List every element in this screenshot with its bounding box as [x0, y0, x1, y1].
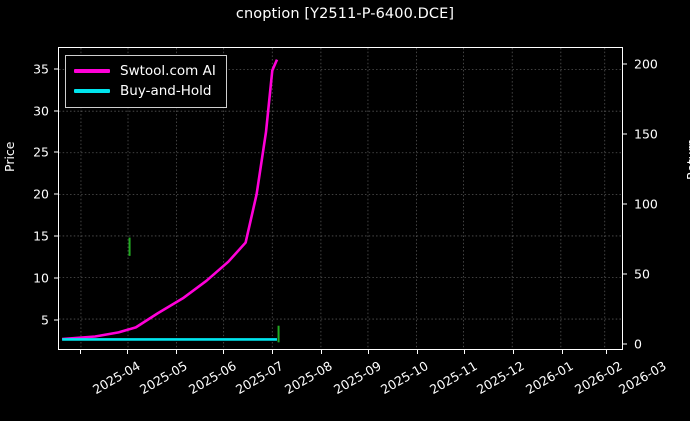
- x-tick-mark: [464, 350, 466, 354]
- legend-swatch-swtool: [74, 69, 110, 73]
- x-tick-mark: [127, 350, 129, 354]
- y-tick-mark-right: [623, 133, 627, 135]
- y-tick-label-right: 50: [634, 266, 650, 282]
- y-tick-mark-left: [54, 277, 58, 279]
- x-tick-mark: [605, 350, 607, 354]
- y-tick-label-left: 5: [41, 312, 49, 328]
- x-tick-label: 2025-04: [90, 358, 143, 398]
- x-tick-label: 2025-09: [330, 358, 384, 398]
- x-tick-label: 2025-12: [474, 358, 527, 398]
- x-tick-label: 2026-01: [522, 358, 576, 398]
- chart-legend[interactable]: Swtool.com AI Buy-and-Hold: [65, 55, 227, 108]
- y-tick-mark-left: [54, 319, 58, 321]
- x-tick-mark: [80, 350, 82, 354]
- series-line-0: [62, 59, 279, 341]
- y-tick-label-left: 30: [33, 103, 49, 119]
- x-tick-mark: [416, 350, 418, 354]
- x-tick-label: 2025-11: [426, 358, 480, 398]
- y-tick-mark-right: [623, 273, 627, 275]
- y-tick-label-left: 10: [33, 270, 49, 286]
- y-tick-mark-left: [54, 235, 58, 237]
- y-tick-mark-left: [54, 193, 58, 195]
- y-tick-label-right: 200: [634, 56, 658, 72]
- chart-title: cnoption [Y2511-P-6400.DCE]: [235, 6, 455, 22]
- legend-label-swtool: Swtool.com AI: [120, 63, 216, 79]
- legend-swatch-buy-and-hold: [74, 89, 110, 93]
- y-tick-label-right: 150: [634, 126, 658, 142]
- x-tick-mark: [368, 350, 370, 354]
- x-tick-mark: [320, 350, 322, 354]
- x-tick-mark: [223, 350, 225, 354]
- x-tick-mark: [561, 350, 563, 354]
- x-tick-label: 2026-03: [615, 358, 669, 398]
- legend-item-buy-and-hold[interactable]: Buy-and-Hold: [74, 81, 216, 101]
- x-tick-mark: [512, 350, 514, 354]
- x-axis: 2025-04 2025-05 2025-06 2025-07 2025-08 2025-…: [0, 350, 690, 421]
- y-axis-right: 0 50 100 150 200: [623, 47, 690, 352]
- y-tick-mark-left: [54, 110, 58, 112]
- legend-item-swtool[interactable]: Swtool.com AI: [74, 61, 216, 81]
- y-axis-left: 5 10 15 20 25 30 35: [0, 47, 58, 350]
- x-tick-mark: [176, 350, 178, 354]
- y-tick-label-left: 20: [33, 186, 49, 202]
- y-tick-label-left: 35: [33, 61, 49, 77]
- y-tick-mark-left: [54, 68, 58, 70]
- plot-area: Swtool.com AI Buy-and-Hold: [58, 47, 623, 350]
- grid-lines: [59, 48, 622, 349]
- x-tick-label: 2025-06: [186, 358, 239, 398]
- x-tick-label: 2025-05: [137, 358, 190, 398]
- y-tick-label-left: 15: [33, 228, 49, 244]
- y-tick-mark-left: [54, 151, 58, 153]
- x-tick-mark: [272, 350, 274, 354]
- x-tick-label: 2026-02: [571, 358, 625, 398]
- data-series-layer: [62, 59, 280, 343]
- y-tick-label-left: 25: [33, 144, 49, 160]
- legend-label-buy-and-hold: Buy-and-Hold: [120, 83, 212, 99]
- y-tick-label-right: 0: [634, 336, 642, 352]
- x-tick-label: 2025-08: [282, 358, 335, 398]
- y-tick-mark-right: [623, 203, 627, 205]
- x-tick-label: 2025-07: [233, 358, 286, 398]
- y-tick-label-right: 100: [634, 196, 658, 212]
- y-tick-mark-right: [623, 343, 627, 345]
- y-tick-mark-right: [623, 63, 627, 65]
- x-tick-label: 2025-10: [378, 358, 431, 398]
